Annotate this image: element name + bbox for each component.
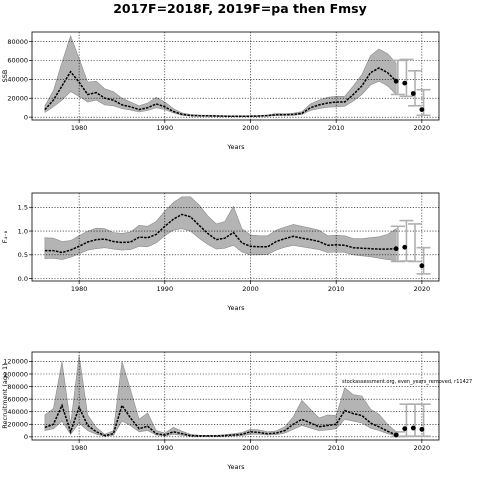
forecast-point <box>402 244 408 250</box>
y-tick-label: 40000 <box>7 408 28 416</box>
x-tick-label: 2000 <box>242 444 259 452</box>
x-tick-label: 2020 <box>414 124 431 132</box>
x-tick-label: 1980 <box>71 124 88 132</box>
y-tick-label: 20000 <box>7 421 28 429</box>
panel-1: 1980 1990 2000 2010 2020 0 20000 40000 60000 8000… <box>1 31 440 151</box>
y-tick-label: 1.5 <box>18 204 28 212</box>
x-tick-label: 2000 <box>242 124 259 132</box>
x-tick-label: 2020 <box>414 444 431 452</box>
x-tick-label: 2010 <box>328 444 345 452</box>
forecast-point <box>410 425 416 431</box>
x-tick-label: 1980 <box>71 444 88 452</box>
x-axis-label: Years <box>226 463 245 471</box>
y-axis-label: SSB <box>1 70 9 83</box>
y-tick-label: 0.0 <box>18 275 28 283</box>
forecast-point <box>419 263 425 269</box>
y-tick-label: 0.5 <box>18 251 28 259</box>
y-tick-label: 120000 <box>3 358 28 366</box>
panel-2: 1980 1990 2000 2010 2020 0.0 0.5 1.0 1.5 Years F₄₋… <box>1 192 440 312</box>
confidence-band <box>44 34 397 117</box>
x-tick-label: 1990 <box>157 124 174 132</box>
forecast-point <box>419 107 425 112</box>
annotation: stockassessment.org, even_years_removed,… <box>342 379 472 385</box>
x-tick-label: 1990 <box>157 444 174 452</box>
confidence-band <box>44 196 397 261</box>
x-tick-label: 2010 <box>328 285 345 293</box>
y-axis-label: F₄₋₈ <box>1 230 9 243</box>
y-tick-label: 0 <box>24 113 28 121</box>
figure-title: 2017F=2018F, 2019F=pa then Fmsy <box>113 1 367 16</box>
y-tick-label: 20000 <box>7 95 28 103</box>
estimate-line <box>44 67 397 118</box>
forecast-point <box>410 91 416 96</box>
x-tick-label: 1980 <box>71 285 88 293</box>
y-tick-label: 80000 <box>7 38 28 46</box>
x-axis-label: Years <box>226 304 245 312</box>
x-tick-label: 2020 <box>414 285 431 293</box>
y-tick-label: 60000 <box>7 57 28 65</box>
y-tick-label: 80000 <box>7 383 28 391</box>
estimate-line <box>44 213 397 254</box>
x-tick-label: 2010 <box>328 124 345 132</box>
y-tick-label: 0 <box>24 433 28 441</box>
forecast-point <box>393 432 399 438</box>
x-tick-label: 1990 <box>157 285 174 293</box>
plot-frame <box>31 351 440 441</box>
plot-frame <box>31 31 440 121</box>
forecast-point <box>402 426 408 432</box>
y-tick-label: 1.0 <box>18 227 28 235</box>
y-tick-label: 40000 <box>7 76 28 84</box>
estimate-line <box>44 403 397 437</box>
y-tick-label: 100000 <box>3 370 28 378</box>
y-axis-label: Recruitment (age 1) <box>1 363 9 428</box>
forecast-point <box>393 78 399 84</box>
y-tick-label: 60000 <box>7 395 28 403</box>
panel-3: 1980 1990 2000 2010 2020 0 20000 40000 60000 8000… <box>1 351 472 471</box>
x-axis-label: Years <box>226 143 245 151</box>
x-tick-label: 2000 <box>242 285 259 293</box>
forecast-point <box>402 80 408 86</box>
forecast-point <box>393 246 399 252</box>
forecast-point <box>419 426 425 432</box>
plot-frame <box>31 192 440 282</box>
